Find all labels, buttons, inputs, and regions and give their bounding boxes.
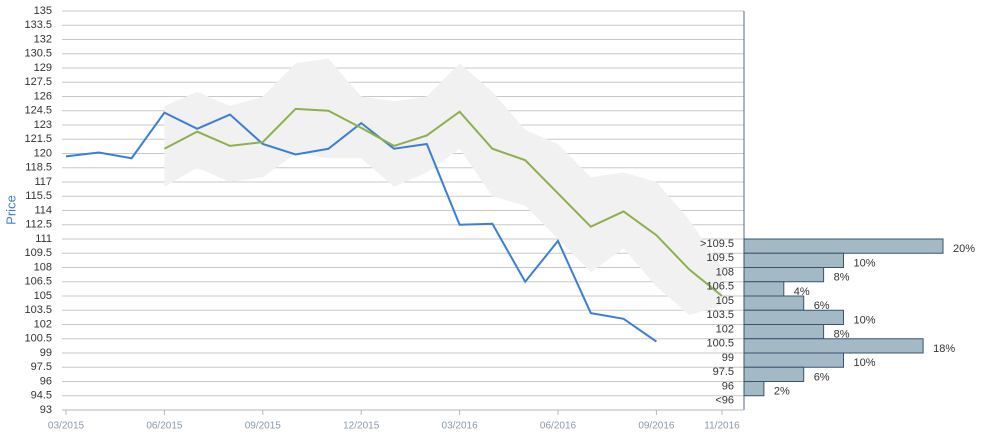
hist-bar bbox=[743, 381, 765, 397]
y-tick-label: 106.5 bbox=[24, 276, 52, 288]
y-tick-label: 103.5 bbox=[24, 304, 52, 316]
value-label: 10% bbox=[854, 257, 876, 269]
y-tick-label: 97.5 bbox=[31, 361, 52, 373]
bin-label: <96 bbox=[715, 395, 734, 407]
y-axis-title: Price bbox=[3, 195, 18, 225]
y-tick-label: 132 bbox=[34, 33, 52, 45]
x-tick-label: 06/2015 bbox=[146, 421, 183, 432]
x-tick-label: 03/2016 bbox=[442, 421, 479, 432]
value-label: 20% bbox=[953, 243, 975, 255]
y-tick-label: 133.5 bbox=[24, 19, 52, 31]
value-label: 8% bbox=[834, 272, 850, 284]
y-tick-label: 114 bbox=[34, 204, 52, 216]
hist-bar bbox=[743, 352, 844, 368]
x-tick-label: 09/2016 bbox=[638, 421, 675, 432]
x-tick-label: 06/2016 bbox=[540, 421, 577, 432]
y-tick-label: 99 bbox=[40, 347, 52, 359]
y-tick-label: 94.5 bbox=[31, 390, 52, 402]
y-tick-label: 127.5 bbox=[24, 76, 52, 88]
y-tick-label: 135 bbox=[34, 5, 52, 17]
bin-label: 106.5 bbox=[706, 281, 734, 293]
value-label: 2% bbox=[774, 386, 790, 398]
y-tick-label: 93 bbox=[40, 404, 52, 416]
bin-label: 103.5 bbox=[706, 309, 734, 321]
y-tick-label: 96 bbox=[40, 375, 52, 387]
value-label: 8% bbox=[834, 329, 850, 341]
bin-label: 109.5 bbox=[706, 252, 734, 264]
x-tick-label: 03/2015 bbox=[48, 421, 85, 432]
x-tick-label: 12/2015 bbox=[343, 421, 380, 432]
bin-label: 100.5 bbox=[706, 338, 734, 350]
y-tick-label: 115.5 bbox=[25, 190, 52, 202]
y-tick-label: 102 bbox=[34, 318, 52, 330]
y-tick-label: 111 bbox=[35, 233, 52, 245]
value-label: 10% bbox=[854, 357, 876, 369]
y-tick-label: 121.5 bbox=[24, 133, 52, 145]
bin-label: 102 bbox=[716, 323, 734, 335]
hist-bar bbox=[743, 338, 924, 354]
value-label: 6% bbox=[814, 300, 830, 312]
hist-bar bbox=[743, 324, 825, 340]
hist-bar bbox=[743, 238, 944, 254]
y-tick-label: 108 bbox=[34, 261, 52, 273]
hist-bar bbox=[743, 309, 844, 325]
bin-label: 108 bbox=[716, 266, 734, 278]
y-tick-label: 112.5 bbox=[25, 219, 52, 231]
y-tick-label: 118.5 bbox=[25, 162, 52, 174]
y-tick-label: 105 bbox=[34, 290, 52, 302]
y-tick-label: 124.5 bbox=[24, 105, 52, 117]
y-tick-label: 130.5 bbox=[24, 48, 52, 60]
x-tick-label: 11/2016 bbox=[704, 421, 740, 432]
y-tick-label: 109.5 bbox=[24, 247, 52, 259]
confidence-band bbox=[164, 58, 722, 315]
y-tick-label: 117 bbox=[34, 176, 52, 188]
x-tick-label: 09/2015 bbox=[245, 421, 282, 432]
bin-label: 99 bbox=[722, 352, 734, 364]
bin-label: 96 bbox=[722, 380, 734, 392]
hist-bar bbox=[743, 267, 825, 283]
y-tick-label: 100.5 bbox=[24, 333, 52, 345]
value-label: 4% bbox=[794, 286, 810, 298]
bin-label: >109.5 bbox=[700, 238, 734, 250]
price-line bbox=[163, 107, 723, 297]
value-label: 10% bbox=[854, 314, 876, 326]
y-tick-label: 123 bbox=[34, 119, 52, 131]
hist-bar bbox=[743, 281, 785, 297]
hist-bar bbox=[743, 295, 805, 311]
bin-label: 97.5 bbox=[713, 366, 734, 378]
price-line bbox=[65, 111, 657, 343]
value-label: 6% bbox=[814, 371, 830, 383]
y-tick-label: 129 bbox=[34, 62, 52, 74]
hist-bar bbox=[743, 252, 844, 268]
bin-label: 105 bbox=[716, 295, 734, 307]
y-tick-label: 120 bbox=[34, 147, 52, 159]
hist-bar bbox=[743, 366, 805, 382]
value-label: 18% bbox=[933, 343, 955, 355]
y-tick-label: 126 bbox=[34, 90, 52, 102]
